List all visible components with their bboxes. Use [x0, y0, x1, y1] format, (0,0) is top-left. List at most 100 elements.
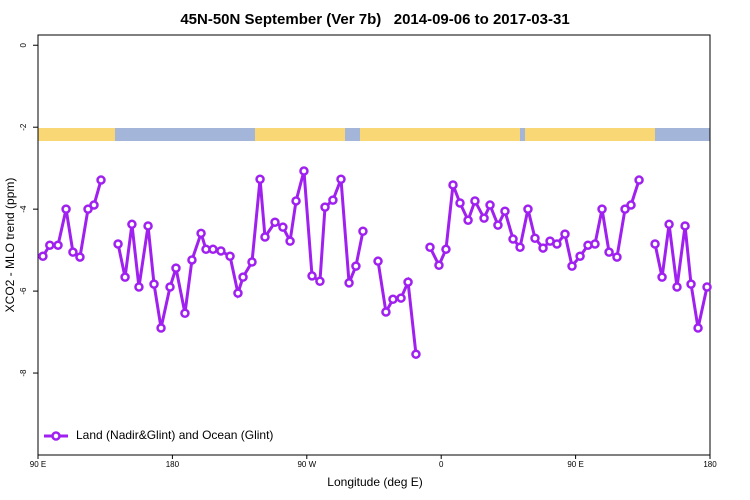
y-tick-label: 0	[19, 42, 28, 47]
point	[299, 166, 309, 176]
point	[255, 174, 265, 184]
y-tick-label: -8	[19, 369, 28, 377]
x-axis-title: Longitude (deg E)	[327, 475, 422, 489]
point	[634, 175, 644, 185]
y-axis-title: XCO2 - MLO trend (ppm)	[3, 178, 17, 313]
chart-title: 45N-50N September (Ver 7b) 2014-09-06 to…	[180, 11, 569, 28]
point	[552, 239, 562, 249]
point	[388, 294, 398, 305]
point	[247, 257, 257, 267]
point	[590, 239, 600, 249]
point	[680, 221, 690, 231]
point	[358, 226, 368, 237]
y-tick-label: -4	[19, 205, 28, 213]
x-tick-label: 90 W	[297, 460, 316, 469]
point	[113, 239, 123, 249]
point	[612, 252, 622, 262]
point	[291, 196, 301, 206]
point	[411, 349, 421, 359]
point	[672, 282, 682, 292]
point	[448, 180, 458, 190]
legend-label: Land (Nadir&Glint) and Ocean (Glint)	[76, 428, 273, 442]
point	[149, 279, 159, 289]
plot-frame	[37, 34, 711, 456]
point	[216, 246, 226, 256]
x-tick-label: 90 E	[30, 460, 46, 469]
point	[320, 202, 330, 212]
legend-item: Land (Nadir&Glint) and Ocean (Glint)	[44, 428, 273, 442]
point	[89, 200, 99, 210]
point	[315, 276, 325, 287]
point	[702, 282, 712, 292]
point	[530, 233, 540, 243]
point	[567, 261, 577, 271]
point	[53, 240, 63, 250]
point	[83, 204, 93, 214]
point	[381, 307, 391, 317]
land	[38, 128, 115, 141]
point	[500, 206, 510, 216]
point	[463, 215, 473, 225]
point	[278, 222, 288, 232]
point	[686, 279, 696, 289]
point	[61, 204, 71, 214]
point	[508, 234, 518, 244]
point	[285, 236, 295, 246]
y-tick-label: -6	[19, 287, 28, 295]
point	[180, 308, 190, 318]
point	[351, 261, 361, 271]
point	[120, 272, 130, 282]
point	[403, 277, 413, 287]
point	[143, 221, 153, 231]
point	[196, 228, 206, 239]
point	[68, 247, 78, 257]
point	[493, 220, 503, 230]
point	[626, 200, 636, 210]
point	[165, 282, 175, 292]
point	[134, 282, 144, 292]
point	[45, 240, 55, 250]
point	[38, 251, 48, 262]
point	[156, 323, 166, 333]
point	[171, 263, 181, 273]
point	[260, 232, 270, 242]
point	[650, 239, 660, 249]
legend-marker	[51, 431, 61, 441]
land-ocean-strip	[38, 128, 710, 141]
land	[255, 128, 345, 141]
point	[693, 323, 703, 333]
point	[455, 198, 465, 208]
point	[485, 200, 495, 210]
x-tick-label: 180	[166, 460, 180, 469]
point	[238, 272, 248, 282]
point	[515, 242, 525, 253]
y-tick-label: -2	[19, 123, 28, 131]
point	[604, 247, 614, 257]
point	[479, 213, 489, 223]
point	[233, 288, 243, 298]
land	[525, 128, 655, 141]
point	[657, 272, 667, 282]
point	[270, 217, 280, 228]
point	[225, 251, 235, 262]
point	[425, 242, 435, 253]
point	[575, 251, 585, 262]
point	[208, 244, 218, 255]
point	[75, 252, 85, 262]
point	[560, 229, 570, 239]
point	[96, 175, 106, 185]
land	[360, 128, 520, 141]
x-tick-label: 180	[703, 460, 717, 469]
point	[396, 293, 406, 303]
point	[620, 204, 630, 214]
x-tick-label: 90 E	[567, 460, 583, 469]
point	[127, 219, 137, 230]
point	[434, 260, 444, 271]
x-tick-label: 0	[439, 460, 444, 469]
point	[336, 174, 346, 184]
point	[373, 256, 383, 266]
point	[523, 204, 533, 214]
point	[328, 195, 338, 205]
point	[597, 204, 607, 214]
